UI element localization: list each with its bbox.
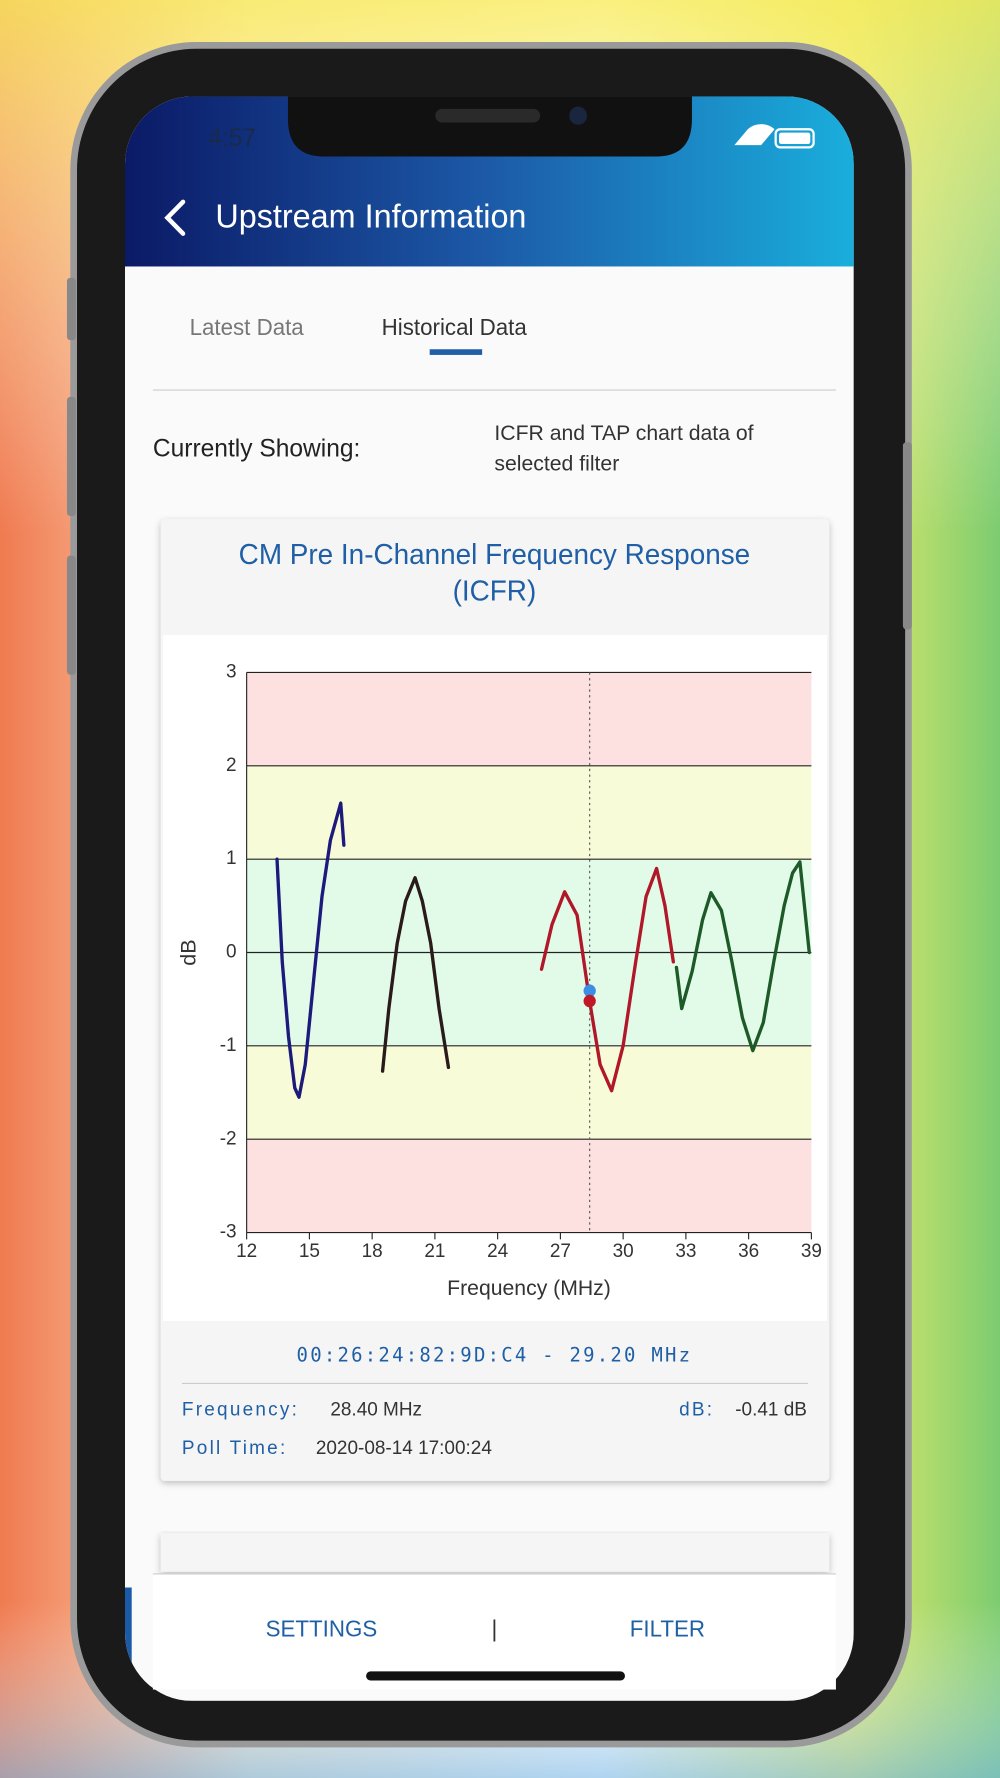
tab-indicator [429, 349, 483, 355]
showing-value: ICFR and TAP chart data of [494, 421, 753, 445]
y-tick-label: 2 [226, 755, 237, 776]
detail-heading: 00:26:24:82:9D:C4 - 29.20 MHz [297, 1344, 693, 1367]
y-tick-label: 1 [226, 848, 237, 869]
speaker [435, 108, 541, 123]
battery-level [779, 132, 811, 145]
phone-button [66, 555, 76, 675]
threshold-band [246, 672, 812, 766]
chart-title: CM Pre In-Channel Frequency Response [239, 539, 750, 570]
showing-value: selected filter [494, 451, 619, 475]
phone-button [66, 277, 76, 341]
x-tick-label: 27 [550, 1241, 571, 1262]
cursor-marker [583, 994, 596, 1008]
series-line [380, 876, 451, 1073]
status-time: 4:57 [208, 125, 256, 152]
y-tick-label: 3 [226, 661, 237, 682]
series-line [674, 860, 811, 1053]
bottom-bar [152, 1573, 836, 1690]
phone-button [902, 442, 912, 630]
threshold-band [246, 1045, 812, 1140]
header-title: Upstream Information [215, 197, 526, 234]
y-axis-label: dB [176, 939, 200, 965]
notch [287, 96, 692, 157]
filter-button[interactable]: FILTER [630, 1616, 705, 1641]
threshold-band [246, 765, 812, 860]
db-value: -0.41 dB [735, 1400, 807, 1421]
x-tick-label: 39 [801, 1241, 822, 1262]
series-line [275, 801, 346, 1099]
poll-label: Poll Time: [182, 1438, 288, 1459]
x-tick-label: 21 [424, 1241, 445, 1262]
next-card [160, 1533, 830, 1572]
x-axis-label: Frequency (MHz) [447, 1276, 611, 1300]
chart-title: (ICFR) [453, 575, 537, 606]
cursor-marker [583, 984, 596, 998]
showing-label: Currently Showing: [153, 436, 360, 463]
home-indicator [366, 1671, 625, 1681]
back-button[interactable] [164, 199, 186, 236]
x-tick-label: 15 [299, 1241, 320, 1262]
tab[interactable]: Latest Data [190, 315, 305, 340]
separator: | [492, 1616, 498, 1641]
x-tick-label: 18 [362, 1241, 383, 1262]
frequency-value: 28.40 MHz [330, 1400, 422, 1421]
edge [125, 1587, 132, 1701]
x-tick-label: 33 [675, 1241, 696, 1262]
y-tick-label: -3 [220, 1222, 237, 1243]
db-label: dB: [679, 1400, 714, 1421]
wifi-icon [734, 124, 775, 146]
x-tick-label: 30 [613, 1241, 634, 1262]
series-line [539, 866, 675, 1093]
x-tick-label: 12 [236, 1241, 257, 1262]
camera [569, 106, 588, 125]
x-tick-label: 24 [487, 1241, 508, 1262]
frequency-label: Frequency: [182, 1400, 299, 1421]
y-tick-label: -1 [220, 1035, 237, 1056]
battery-icon [774, 128, 815, 149]
phone-button [66, 396, 76, 516]
x-tick-label: 36 [738, 1241, 759, 1262]
poll-value: 2020-08-14 17:00:24 [316, 1438, 492, 1459]
y-tick-label: -2 [220, 1128, 237, 1149]
y-tick-label: 0 [226, 941, 237, 962]
tab-active[interactable]: Historical Data [382, 315, 528, 340]
settings-button[interactable]: SETTINGS [266, 1616, 378, 1641]
threshold-band [246, 1139, 812, 1233]
